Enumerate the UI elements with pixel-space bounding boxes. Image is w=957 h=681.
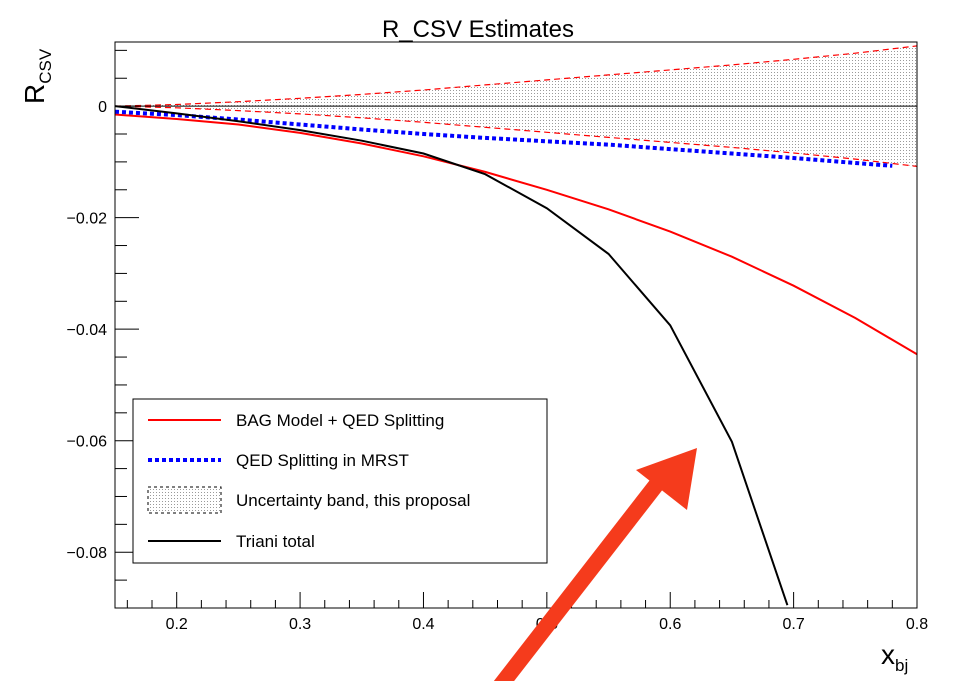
y-tick-label: −0.02 bbox=[67, 211, 108, 228]
annotation bbox=[493, 448, 697, 681]
legend: BAG Model + QED Splitting QED Splitting i… bbox=[132, 398, 548, 564]
annotation-arrow-shaft bbox=[493, 475, 667, 681]
y-tick-label: 0 bbox=[98, 99, 107, 116]
band-lower-edge bbox=[115, 105, 917, 167]
series-line-triani-total bbox=[115, 105, 789, 606]
y-axis-title: RCSV bbox=[19, 48, 55, 104]
legend-label: BAG Model + QED Splitting bbox=[236, 411, 444, 430]
legend-label: QED Splitting in MRST bbox=[236, 451, 409, 470]
chart-title: R_CSV Estimates bbox=[382, 16, 574, 43]
x-tick-label: 0.2 bbox=[166, 616, 188, 633]
series-line-bag-model-qed-splitting bbox=[115, 113, 917, 356]
legend-label: Triani total bbox=[236, 532, 315, 551]
plot-area bbox=[115, 45, 917, 606]
legend-swatch-band bbox=[147, 486, 222, 514]
band-upper-edge bbox=[115, 45, 917, 107]
y-tick-label: −0.08 bbox=[67, 545, 108, 562]
plot-frame bbox=[114, 41, 918, 609]
legend-box bbox=[132, 398, 548, 564]
y-tick-label: −0.04 bbox=[67, 322, 108, 339]
x-tick-label: 0.4 bbox=[412, 616, 434, 633]
legend-label: Uncertainty band, this proposal bbox=[236, 491, 470, 510]
annotation-arrow-head bbox=[636, 448, 697, 510]
x-tick-label: 0.3 bbox=[289, 616, 311, 633]
y-tick-label: −0.06 bbox=[67, 434, 108, 451]
x-tick-label: 0.8 bbox=[906, 616, 928, 633]
series-line-qed-splitting-in-mrst bbox=[115, 109, 893, 168]
x-tick-label: 0.7 bbox=[782, 616, 804, 633]
x-axis-title: xbj bbox=[881, 639, 908, 675]
x-tick-label: 0.6 bbox=[659, 616, 681, 633]
